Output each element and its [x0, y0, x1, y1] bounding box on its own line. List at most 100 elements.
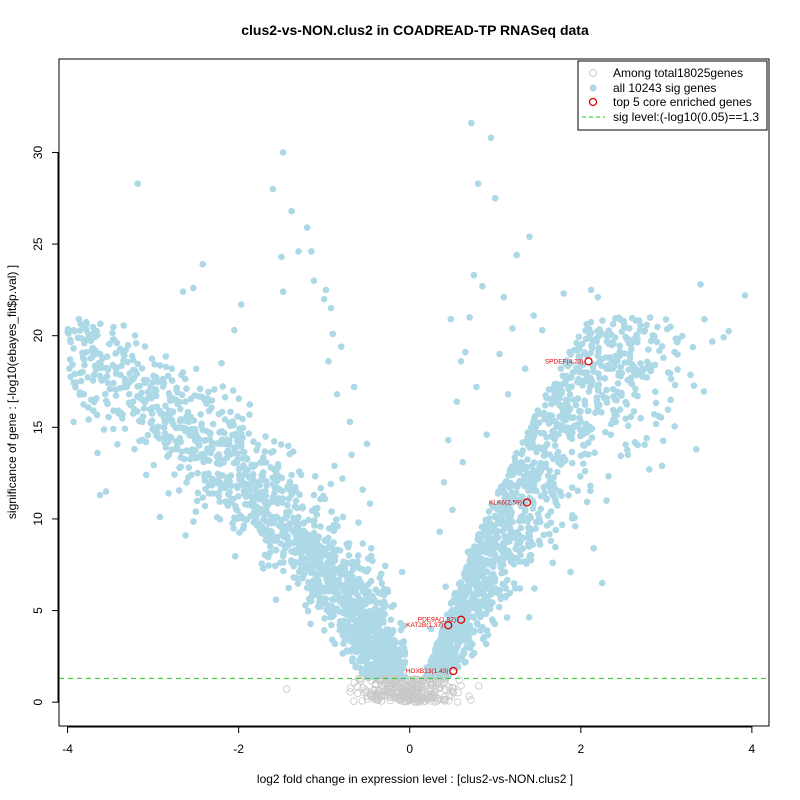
sig-gene-point — [509, 325, 516, 332]
sig-gene-point — [592, 409, 599, 417]
sig-gene-point — [568, 448, 576, 456]
sig-gene-point — [90, 407, 97, 415]
sig-gene-point — [197, 411, 204, 418]
sig-gene-point — [162, 363, 170, 371]
sig-gene-point — [575, 375, 582, 383]
sig-gene-point — [478, 523, 486, 531]
sig-gene-point — [219, 472, 226, 479]
sig-gene-point — [477, 542, 485, 549]
sig-gene-point — [671, 348, 678, 356]
sig-gene-point — [266, 549, 274, 557]
sig-gene-point — [526, 554, 533, 561]
sig-gene-point — [147, 419, 154, 427]
sig-gene-point — [240, 487, 248, 495]
sig-gene-point — [527, 424, 535, 431]
sig-gene-point — [221, 393, 229, 401]
nonsig-gene-point — [423, 689, 431, 697]
sig-gene-point — [444, 436, 452, 444]
sig-gene-point — [82, 337, 89, 344]
sig-gene-point — [525, 614, 533, 621]
sig-gene-point — [209, 420, 217, 428]
sig-gene-point — [505, 472, 512, 479]
sig-gene-point — [582, 369, 590, 376]
sig-gene-point — [246, 411, 253, 418]
sig-gene-point — [265, 519, 272, 527]
sig-gene-point — [594, 352, 602, 360]
y-axis: 0 5 10 15 20 25 30 — [31, 145, 59, 706]
sig-gene-point — [482, 640, 490, 648]
sig-gene-point — [229, 519, 236, 527]
sig-gene-point — [320, 295, 328, 303]
sig-gene-point — [278, 531, 286, 539]
sig-gene-point — [131, 332, 139, 339]
sig-gene-point — [350, 383, 358, 391]
sig-gene-point — [169, 395, 176, 402]
nonsig-gene-point — [407, 681, 416, 689]
sig-gene-point — [624, 422, 632, 430]
sig-gene-point — [274, 484, 281, 492]
sig-gene-point — [273, 469, 280, 477]
sig-gene-point — [199, 494, 206, 501]
sig-gene-point — [372, 629, 380, 636]
sig-gene-point — [527, 514, 534, 521]
nonsig-gene-point — [413, 684, 421, 693]
sig-gene-point — [253, 446, 260, 454]
highlight-layer: SPDEF(4.23) KLK6(2.59) PDE9A(1.92)KAT2B(1.… — [406, 357, 593, 676]
sig-gene-point — [380, 591, 388, 599]
sig-gene-point — [234, 413, 241, 420]
sig-gene-point — [298, 555, 305, 563]
sig-gene-point — [271, 533, 279, 541]
sig-gene-point — [263, 478, 270, 485]
sig-gene-point — [520, 498, 528, 506]
sig-gene-point — [183, 479, 190, 486]
sig-gene-point — [500, 293, 508, 301]
sig-gene-point — [527, 526, 535, 534]
sig-gene-point — [536, 518, 544, 526]
sig-gene-point — [176, 424, 184, 431]
sig-gene-point — [367, 544, 375, 552]
sig-gene-point — [637, 322, 644, 329]
sig-gene-point — [103, 372, 111, 380]
sig-gene-point — [320, 549, 328, 557]
nonsig-gene-point — [282, 685, 291, 693]
sig-gene-point — [134, 408, 141, 415]
sig-gene-point — [617, 372, 624, 380]
sig-gene-point — [333, 516, 340, 523]
sig-gene-point — [501, 568, 509, 576]
sig-gene-point — [245, 430, 252, 437]
sig-gene-point — [611, 334, 619, 341]
sig-gene-point — [554, 468, 561, 476]
sig-gene-point — [602, 354, 610, 361]
legend-box — [577, 60, 768, 131]
sig-gene-point — [141, 343, 149, 350]
sig-gene-point — [537, 429, 545, 437]
sig-gene-point — [80, 356, 88, 363]
nonsig-gene-point — [391, 690, 400, 698]
sig-gene-point — [337, 343, 345, 350]
sig-gene-point — [438, 636, 446, 644]
nonsig-gene-point — [400, 686, 408, 695]
sig-gene-point — [671, 423, 678, 430]
sig-gene-point — [351, 624, 359, 631]
sig-gene-point — [317, 523, 324, 530]
nonsig-gene-point — [399, 682, 407, 690]
sig-gene-point — [594, 382, 602, 389]
sig-gene-point — [201, 453, 208, 461]
sig-gene-point — [378, 580, 386, 587]
sig-gene-point — [690, 382, 698, 390]
sig-gene-point — [314, 585, 321, 592]
sig-gene-point — [568, 459, 576, 467]
sig-gene-point — [356, 623, 364, 631]
sig-gene-point — [201, 502, 209, 510]
sig-gene-point — [470, 603, 478, 610]
sig-gene-point — [535, 537, 543, 545]
sig-gene-point — [321, 588, 328, 595]
sig-gene-point — [260, 515, 267, 523]
sig-gene-point — [138, 365, 146, 372]
nonsig-gene-point — [367, 677, 375, 685]
sig-gene-point — [507, 525, 514, 532]
sig-gene-point — [269, 493, 277, 501]
sig-gene-point — [689, 343, 697, 351]
sig-gene-point — [105, 413, 112, 421]
sig-gene-point — [308, 561, 316, 568]
